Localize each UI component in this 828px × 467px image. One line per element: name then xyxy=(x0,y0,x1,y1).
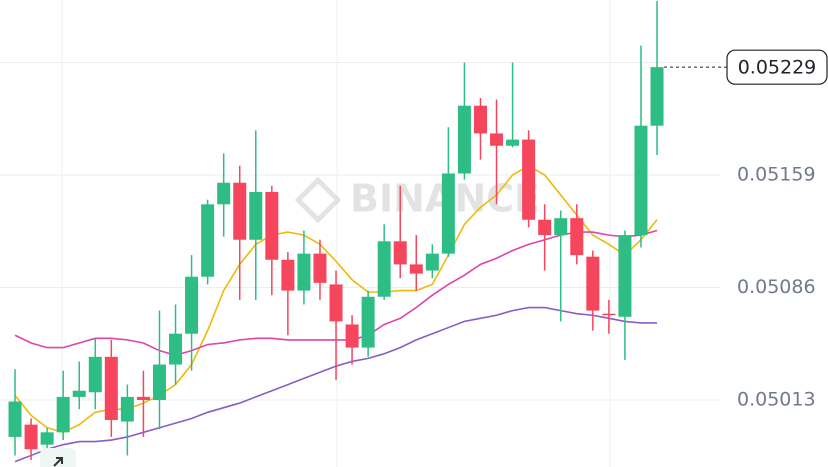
candle-body xyxy=(72,390,86,397)
candle-body xyxy=(554,218,568,236)
candle-body xyxy=(425,253,439,271)
candle-body xyxy=(88,356,102,393)
expand-icon xyxy=(40,448,76,467)
candle-body xyxy=(393,241,407,265)
candle-body xyxy=(104,356,118,421)
candle-body xyxy=(24,424,38,450)
candle-body xyxy=(56,396,70,433)
last-price-box xyxy=(726,49,828,85)
candle-body xyxy=(490,133,504,146)
candle-body xyxy=(602,313,616,316)
candle-body xyxy=(265,191,279,260)
candle-body xyxy=(377,241,391,297)
candle-body xyxy=(586,256,600,311)
candle-body xyxy=(313,253,327,283)
candle-body xyxy=(8,401,22,437)
candle-body xyxy=(249,191,263,240)
watermark: BINANCE xyxy=(294,176,540,224)
candle-body xyxy=(361,296,375,348)
y-tick-label: 0.05013 xyxy=(737,388,816,410)
candle-body xyxy=(506,139,520,146)
candle-body xyxy=(185,276,199,334)
candles xyxy=(8,0,664,461)
candle-body xyxy=(441,173,455,254)
candle-body xyxy=(345,324,359,348)
y-tick-label: 0.05159 xyxy=(737,164,816,186)
grid xyxy=(0,62,720,401)
candle-body xyxy=(217,182,231,205)
candle-body xyxy=(281,259,295,291)
last-price-label: 0.05229 xyxy=(738,57,817,79)
candle-body xyxy=(120,396,134,422)
candle-body xyxy=(473,105,487,134)
candle-body xyxy=(201,204,215,277)
candle-body xyxy=(457,105,471,174)
icon-arrow xyxy=(53,457,63,467)
candle-body xyxy=(40,432,54,445)
candle-body xyxy=(152,364,166,400)
candle-body xyxy=(618,235,632,317)
candle-body xyxy=(650,67,664,126)
watermark-logo xyxy=(294,176,342,224)
candle-body xyxy=(634,125,648,236)
candle-body xyxy=(136,396,150,400)
candle-body xyxy=(297,253,311,291)
y-tick-label: 0.05086 xyxy=(737,276,816,298)
candle-body xyxy=(409,264,423,274)
candle-body xyxy=(522,139,536,220)
candle-body xyxy=(570,218,584,256)
candle-body xyxy=(169,333,183,365)
candle-body xyxy=(233,182,247,240)
candle-body xyxy=(538,219,552,236)
candle-body xyxy=(329,284,343,322)
